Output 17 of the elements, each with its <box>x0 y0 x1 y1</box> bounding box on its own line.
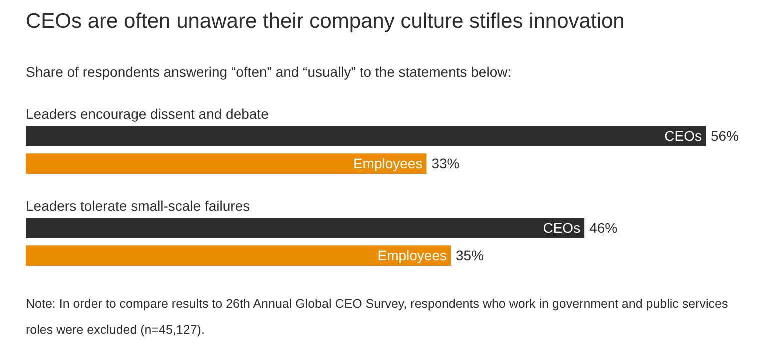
data-label: 35% <box>456 248 484 264</box>
chart-subtitle: Share of respondents answering “often” and “usually” to the statements below: <box>26 64 512 80</box>
data-label: 56% <box>711 128 740 144</box>
text: Note: In order to compare results to 26th Annual Global CEO Survey, respondents who work in government and public services roles were excluded (n=45,127). <box>26 296 730 339</box>
bar <box>26 126 706 146</box>
data-label: 33% <box>432 156 460 172</box>
bar <box>26 218 585 238</box>
series-label: Employees <box>353 156 423 172</box>
chart-title: CEOs are often unaware their company culture stifles innovation <box>26 10 625 34</box>
y-tick-label: Leaders encourage dissent and debate <box>26 106 270 122</box>
data-label: 46% <box>590 220 618 236</box>
y-tick-label: Leaders tolerate small-scale failures <box>26 198 250 214</box>
text: CEOs <box>664 128 702 144</box>
series-label: CEOs <box>543 220 581 236</box>
bar <box>26 154 427 174</box>
bar <box>26 246 451 266</box>
text: Employees <box>378 248 447 264</box>
